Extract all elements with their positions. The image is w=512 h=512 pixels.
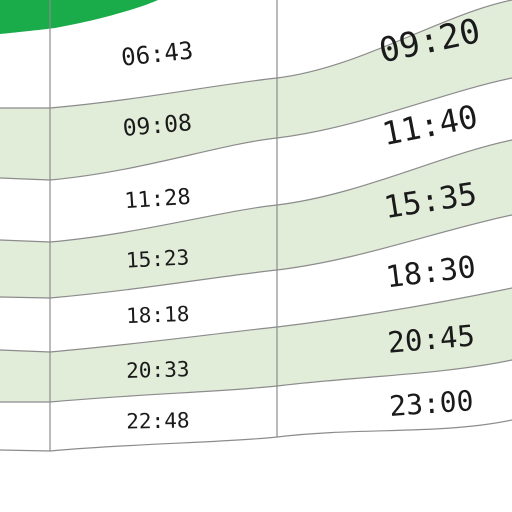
time-cell: 23:00 [388,384,474,423]
time-cell: 20:33 [126,357,190,383]
time-column-b: 06:43 09:08 11:28 15:23 18:18 20:33 22:4… [120,36,195,433]
header-band [0,0,158,34]
time-cell: 20:45 [386,318,476,359]
time-cell: 15:23 [125,245,189,272]
time-cell: 18:30 [384,250,478,296]
time-cell: 09:08 [122,110,193,142]
time-cell: 22:48 [126,408,190,433]
table-lines [0,0,512,452]
row-stripe [0,288,512,402]
time-cell: 11:28 [124,185,192,215]
row-divider [0,419,512,452]
time-cell: 18:18 [126,302,190,328]
row-stripe [0,0,512,180]
time-cell: 06:43 [120,36,195,71]
